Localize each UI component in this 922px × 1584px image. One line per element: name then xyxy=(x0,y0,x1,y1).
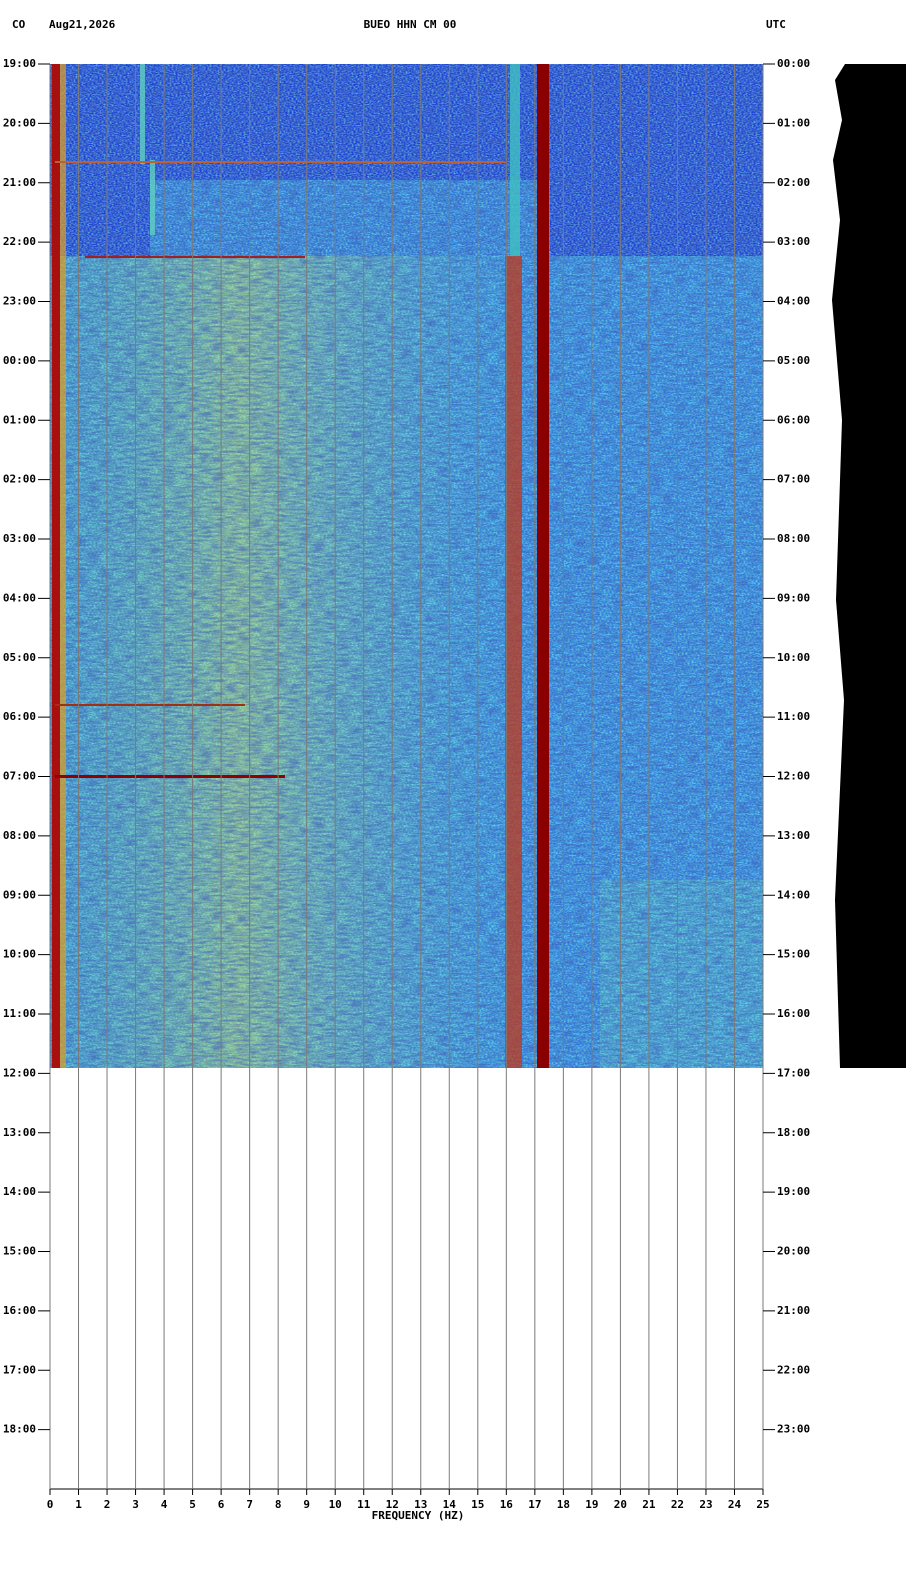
y2-tick-label: 11:00 xyxy=(777,710,810,723)
y-tick-label: 21:00 xyxy=(3,176,36,189)
y2-tick-label: 04:00 xyxy=(777,295,810,308)
x-tick-label: 0 xyxy=(47,1498,54,1511)
y-tick-label: 22:00 xyxy=(3,235,36,248)
y-tick-label: 07:00 xyxy=(3,770,36,783)
y2-tick-label: 22:00 xyxy=(777,1363,810,1376)
x-tick-label: 19 xyxy=(585,1498,598,1511)
x-tick-label: 14 xyxy=(443,1498,457,1511)
y-tick-label: 12:00 xyxy=(3,1066,36,1079)
y2-tick-label: 08:00 xyxy=(777,532,810,545)
y-tick-label: 23:00 xyxy=(3,295,36,308)
y-tick-label: 13:00 xyxy=(3,1126,36,1139)
y2-tick-label: 17:00 xyxy=(777,1066,810,1079)
x-tick-label: 8 xyxy=(275,1498,282,1511)
y2-tick-label: 20:00 xyxy=(777,1245,810,1258)
y2-tick-label: 19:00 xyxy=(777,1185,810,1198)
x-tick-label: 4 xyxy=(161,1498,168,1511)
x-tick-label: 1 xyxy=(75,1498,82,1511)
x-tick-label: 16 xyxy=(500,1498,514,1511)
x-tick-label: 9 xyxy=(303,1498,310,1511)
x-tick-label: 18 xyxy=(557,1498,570,1511)
x-tick-label: 21 xyxy=(642,1498,656,1511)
y-tick-label: 03:00 xyxy=(3,532,36,545)
x-tick-label: 2 xyxy=(104,1498,111,1511)
y-tick-label: 16:00 xyxy=(3,1304,36,1317)
date: Aug21,2026 xyxy=(49,18,116,31)
network-code: CO xyxy=(12,18,26,31)
x-tick-label: 11 xyxy=(357,1498,371,1511)
y2-tick-label: 03:00 xyxy=(777,235,810,248)
x-tick-label: 5 xyxy=(189,1498,196,1511)
y2-tick-label: 05:00 xyxy=(777,354,810,367)
x-tick-label: 12 xyxy=(386,1498,399,1511)
x-tick-label: 7 xyxy=(246,1498,253,1511)
seismogram-trace xyxy=(832,64,906,1068)
x-tick-label: 3 xyxy=(132,1498,139,1511)
y2-tick-label: 13:00 xyxy=(777,829,810,842)
y2-tick-label: 23:00 xyxy=(777,1423,810,1436)
y2-tick-label: 10:00 xyxy=(777,651,810,664)
y2-tick-label: 01:00 xyxy=(777,116,810,129)
y2-tick-label: 06:00 xyxy=(777,413,810,426)
x-tick-label: 24 xyxy=(728,1498,742,1511)
station-name: BUEO HHN CM 00 xyxy=(364,18,457,31)
y-tick-label: 06:00 xyxy=(3,710,36,723)
x-tick-label: 23 xyxy=(699,1498,712,1511)
y-tick-label: 08:00 xyxy=(3,829,36,842)
x-tick-label: 15 xyxy=(471,1498,484,1511)
y-tick-label: 14:00 xyxy=(3,1185,36,1198)
y2-tick-label: 09:00 xyxy=(777,591,810,604)
y-tick-label: 05:00 xyxy=(3,651,36,664)
x-tick-label: 22 xyxy=(671,1498,684,1511)
y-tick-label: 01:00 xyxy=(3,413,36,426)
y-tick-label: 15:00 xyxy=(3,1245,36,1258)
timezone: UTC xyxy=(766,18,786,31)
x-tick-label: 6 xyxy=(218,1498,225,1511)
x-tick-label: 10 xyxy=(329,1498,342,1511)
y2-tick-label: 14:00 xyxy=(777,888,810,901)
y-tick-label: 09:00 xyxy=(3,888,36,901)
y-tick-label: 18:00 xyxy=(3,1423,36,1436)
y2-tick-label: 02:00 xyxy=(777,176,810,189)
y-tick-label: 17:00 xyxy=(3,1363,36,1376)
y-tick-label: 10:00 xyxy=(3,948,36,961)
y-tick-label: 02:00 xyxy=(3,473,36,486)
x-tick-label: 13 xyxy=(414,1498,427,1511)
x-tick-label: 25 xyxy=(756,1498,769,1511)
y2-tick-label: 07:00 xyxy=(777,473,810,486)
x-tick-label: 17 xyxy=(528,1498,541,1511)
y2-tick-label: 16:00 xyxy=(777,1007,810,1020)
y2-tick-label: 21:00 xyxy=(777,1304,810,1317)
y-tick-label: 04:00 xyxy=(3,591,36,604)
y2-tick-label: 00:00 xyxy=(777,57,810,70)
x-tick-label: 20 xyxy=(614,1498,627,1511)
y2-tick-label: 12:00 xyxy=(777,770,810,783)
x-axis-label: FREQUENCY (HZ) xyxy=(372,1509,465,1522)
y2-tick-label: 15:00 xyxy=(777,948,810,961)
y-tick-label: 00:00 xyxy=(3,354,36,367)
spectrogram-image xyxy=(50,64,763,1068)
y2-tick-label: 18:00 xyxy=(777,1126,810,1139)
y-tick-label: 19:00 xyxy=(3,57,36,70)
y-tick-label: 20:00 xyxy=(3,116,36,129)
y-tick-label: 11:00 xyxy=(3,1007,36,1020)
